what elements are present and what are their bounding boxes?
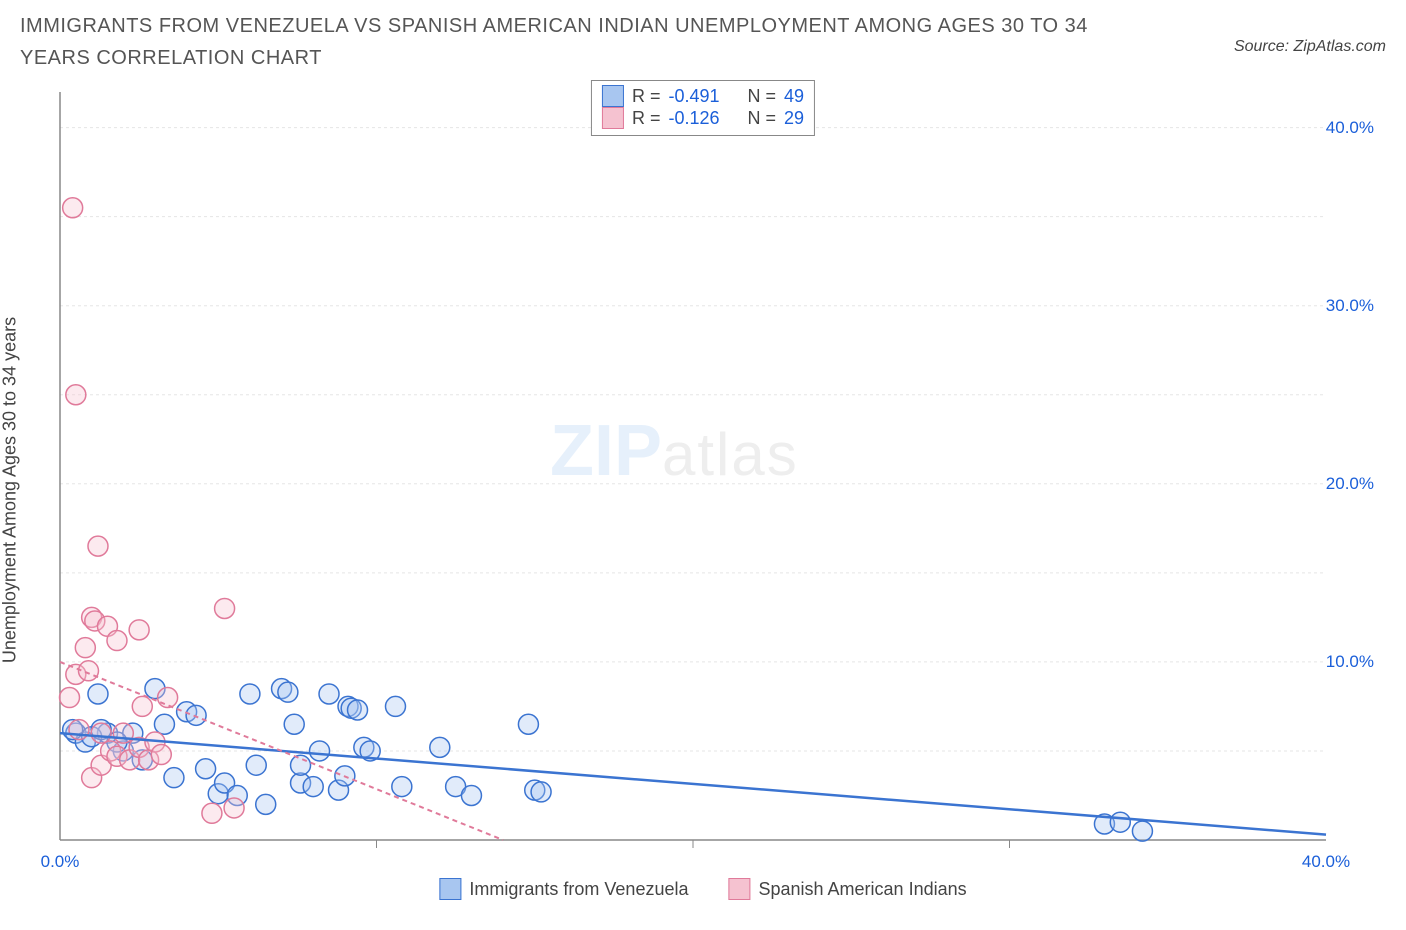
y-tick-label: 20.0% — [1326, 474, 1374, 494]
y-tick-label: 40.0% — [1326, 118, 1374, 138]
series-legend-item: Spanish American Indians — [728, 878, 966, 900]
series-legend-item: Immigrants from Venezuela — [439, 878, 688, 900]
legend-r-value: -0.126 — [668, 108, 719, 129]
y-axis-label: Unemployment Among Ages 30 to 34 years — [0, 317, 21, 663]
series-legend-label: Spanish American Indians — [758, 879, 966, 900]
legend-r-label: R = — [632, 86, 661, 107]
series-legend: Immigrants from Venezuela Spanish America… — [439, 878, 966, 900]
x-tick-label: 40.0% — [1302, 852, 1350, 872]
legend-n-label: N = — [748, 86, 777, 107]
legend-r-label: R = — [632, 108, 661, 129]
stats-legend-row: R = -0.126 N = 29 — [602, 107, 804, 129]
legend-r-value: -0.491 — [668, 86, 719, 107]
source-attribution: Source: ZipAtlas.com — [1234, 38, 1386, 56]
chart-container: Unemployment Among Ages 30 to 34 years Z… — [20, 80, 1386, 900]
x-tick-label: 0.0% — [41, 852, 80, 872]
y-tick-label: 10.0% — [1326, 652, 1374, 672]
stats-legend-row: R = -0.491 N = 49 — [602, 85, 804, 107]
legend-swatch — [728, 878, 750, 900]
legend-n-value: 49 — [784, 86, 804, 107]
legend-swatch — [602, 107, 624, 129]
legend-n-label: N = — [748, 108, 777, 129]
legend-swatch — [602, 85, 624, 107]
stats-legend: R = -0.491 N = 49 R = -0.126 N = 29 — [591, 80, 815, 136]
scatter-plot — [20, 80, 1386, 900]
legend-n-value: 29 — [784, 108, 804, 129]
legend-swatch — [439, 878, 461, 900]
y-tick-label: 30.0% — [1326, 296, 1374, 316]
chart-title: IMMIGRANTS FROM VENEZUELA VS SPANISH AME… — [20, 10, 1140, 74]
series-legend-label: Immigrants from Venezuela — [469, 879, 688, 900]
